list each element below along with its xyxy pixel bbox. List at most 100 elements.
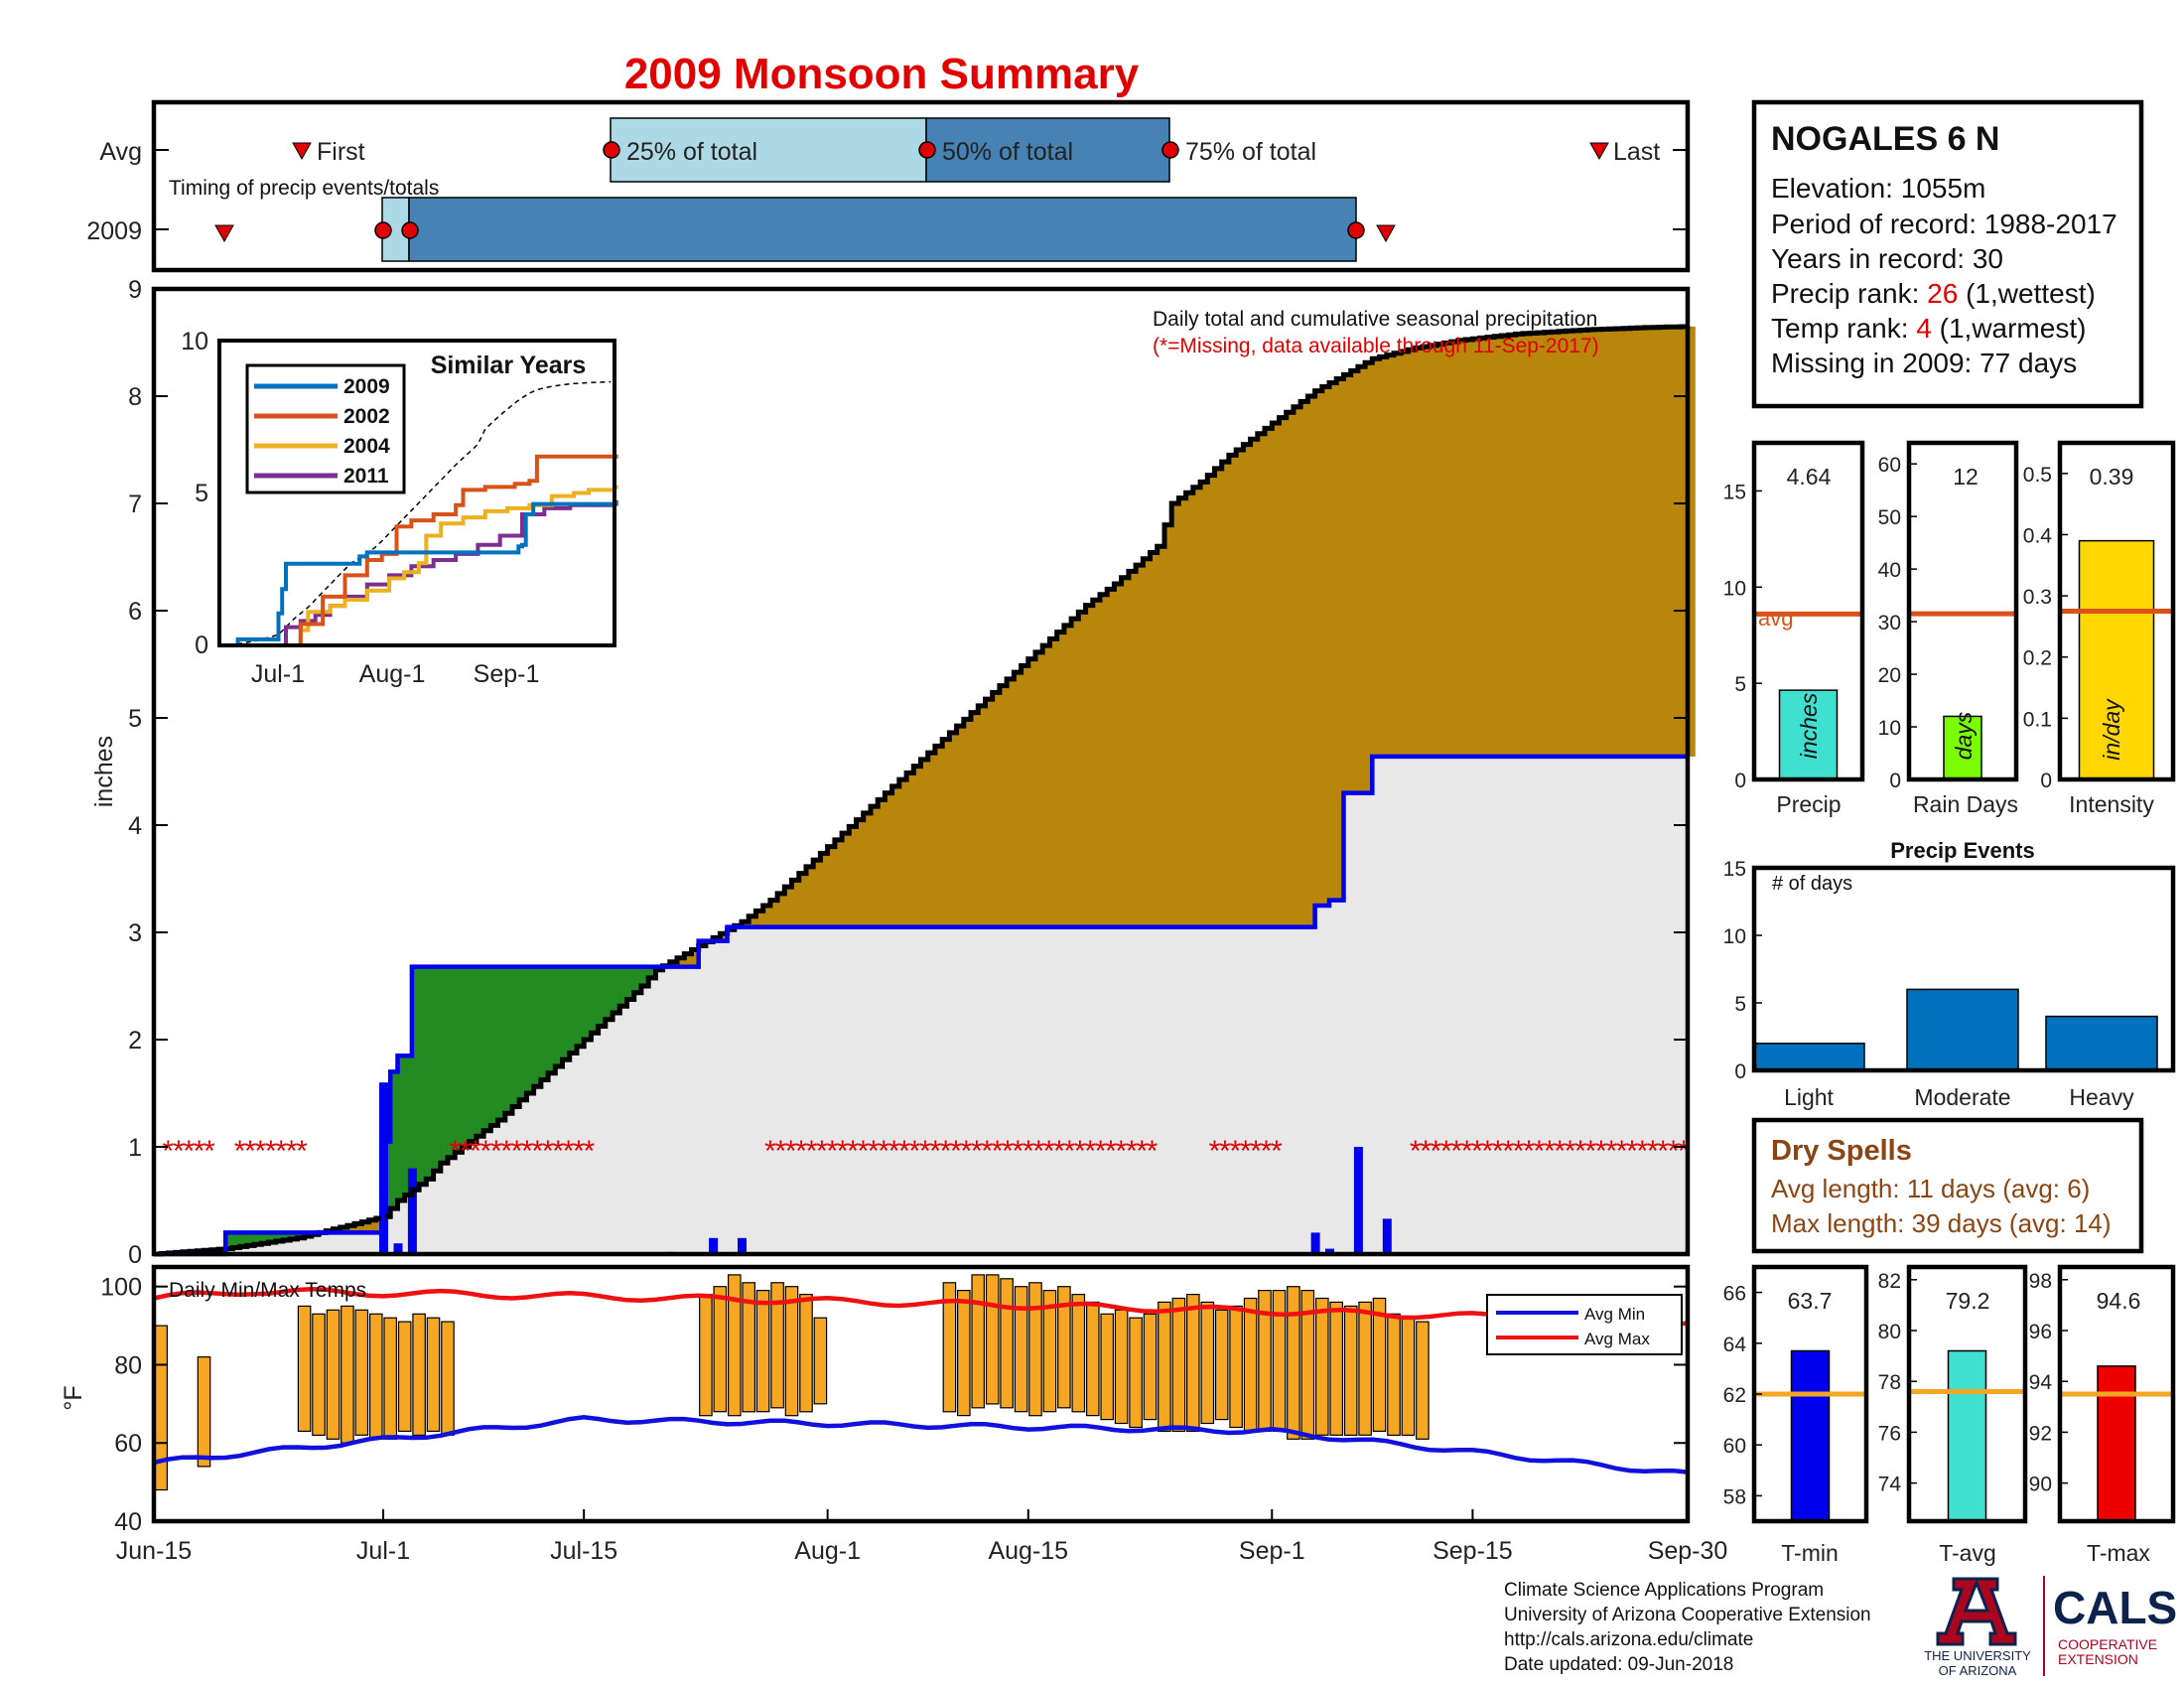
missing-day-asterisk: * bbox=[1095, 1135, 1107, 1168]
missing-day-asterisk: * bbox=[563, 1135, 575, 1168]
missing-day-asterisk: * bbox=[521, 1135, 533, 1168]
deficit-fill bbox=[368, 1219, 377, 1233]
deficit-fill bbox=[1336, 378, 1344, 901]
deficit-fill bbox=[1100, 594, 1108, 927]
missing-day-asterisk: * bbox=[785, 1135, 797, 1168]
deficit-fill bbox=[863, 812, 872, 927]
temp-range-bar bbox=[1085, 1301, 1100, 1417]
temp-range-bar bbox=[1042, 1289, 1057, 1413]
deficit-fill bbox=[963, 719, 972, 927]
deficit-fill bbox=[1608, 329, 1617, 757]
mini-tick-label: 10 bbox=[1878, 717, 1901, 740]
precip-events-axes bbox=[1751, 865, 2176, 1073]
main-ytick-label: 8 bbox=[128, 383, 142, 411]
station-period: Period of record: 1988-2017 bbox=[1771, 209, 2117, 239]
missing-day-asterisk: * bbox=[1043, 1135, 1055, 1168]
missing-day-asterisk: * bbox=[1565, 1135, 1576, 1168]
deficit-fill bbox=[1522, 333, 1531, 757]
last-marker bbox=[1589, 142, 1609, 161]
temp-value-bar bbox=[2097, 1365, 2136, 1522]
daily-precip-bar bbox=[407, 1168, 417, 1254]
precip-avg-label: avg bbox=[1758, 606, 1793, 631]
tavg-label: T-avg bbox=[1939, 1540, 1996, 1566]
deficit-fill bbox=[1250, 439, 1259, 927]
deficit-fill bbox=[1185, 492, 1194, 927]
mini-panel-axes bbox=[1751, 440, 1865, 782]
missing-day-asterisk: * bbox=[1534, 1135, 1546, 1168]
missing-day-asterisk: * bbox=[194, 1135, 205, 1168]
missing-day-asterisk: * bbox=[1574, 1135, 1586, 1168]
date-tick-label: Aug-15 bbox=[988, 1537, 1068, 1565]
missing-day-asterisk: * bbox=[265, 1135, 277, 1168]
deficit-fill bbox=[1401, 352, 1409, 757]
daily-precip-bar bbox=[1325, 1248, 1334, 1254]
date-tick-label: Jun-15 bbox=[116, 1537, 192, 1565]
deficit-fill bbox=[1688, 326, 1696, 757]
mini-tick-label: 0.5 bbox=[2023, 464, 2052, 487]
events-tick-label: 10 bbox=[1723, 925, 1746, 948]
surplus-fill bbox=[512, 966, 520, 1107]
footer: Climate Science Applications Program Uni… bbox=[1504, 1576, 2177, 1678]
surplus-fill bbox=[640, 966, 649, 986]
temp-tick-label: 98 bbox=[2029, 1270, 2052, 1293]
deficit-fill bbox=[1207, 475, 1216, 927]
deficit-fill bbox=[1357, 366, 1366, 793]
missing-day-asterisk: * bbox=[940, 1135, 952, 1168]
temp-range-bar bbox=[154, 1325, 168, 1491]
temp-range-bar bbox=[354, 1309, 369, 1436]
temp-range-bar bbox=[1243, 1297, 1258, 1432]
surplus-fill bbox=[448, 966, 456, 1158]
deficit-fill bbox=[1178, 497, 1187, 927]
temp-tick-label: 78 bbox=[1878, 1371, 1901, 1394]
deficit-fill bbox=[820, 853, 829, 927]
temp-tick-label: 66 bbox=[1723, 1283, 1746, 1306]
deficit-fill bbox=[834, 839, 843, 927]
missing-day-asterisk: * bbox=[1147, 1135, 1159, 1168]
deficit-fill bbox=[1630, 328, 1638, 757]
temp-range-bar bbox=[1000, 1278, 1014, 1409]
legend-text-2009: 2009 bbox=[343, 375, 390, 398]
dry-spells-max: Max length: 39 days (avg: 14) bbox=[1771, 1208, 2112, 1238]
surplus-fill bbox=[261, 1232, 270, 1244]
deficit-fill bbox=[1143, 558, 1152, 927]
deficit-fill bbox=[691, 949, 700, 967]
temp-panel-axes bbox=[2057, 1264, 2176, 1524]
precip-event-bar bbox=[1906, 988, 2019, 1071]
mini-tick-label: 0.2 bbox=[2023, 647, 2052, 670]
missing-day-asterisk: * bbox=[1126, 1135, 1138, 1168]
inset-xtick-jul1: Jul-1 bbox=[251, 660, 305, 688]
missing-day-asterisk: * bbox=[1440, 1135, 1452, 1168]
precip-events-panel: Precip Events Light Moderate Heavy 0 5 10 15 #… bbox=[1723, 838, 2176, 1110]
deficit-fill bbox=[1544, 332, 1553, 757]
deficit-fill bbox=[871, 806, 879, 927]
temp-range-bar bbox=[755, 1289, 770, 1413]
missing-day-asterisk: * bbox=[981, 1135, 993, 1168]
deficit-fill bbox=[777, 893, 785, 927]
missing-day-asterisk: * bbox=[460, 1135, 472, 1168]
surplus-fill bbox=[619, 966, 628, 1007]
missing-day-asterisk: * bbox=[1585, 1135, 1597, 1168]
precip-event-bar bbox=[1752, 1043, 1865, 1071]
deficit-fill bbox=[1200, 482, 1208, 927]
deficit-fill bbox=[1071, 619, 1079, 927]
temp-range-bar bbox=[1185, 1293, 1200, 1432]
mini-tick-label: 15 bbox=[1723, 481, 1746, 503]
deficit-fill bbox=[1436, 344, 1445, 757]
missing-day-asterisk: * bbox=[204, 1135, 215, 1168]
missing-day-asterisk: * bbox=[1450, 1135, 1462, 1168]
mini-tick-label: 40 bbox=[1878, 559, 1901, 582]
temp-range-bar bbox=[1272, 1289, 1287, 1432]
deficit-fill bbox=[885, 792, 893, 927]
deficit-fill bbox=[1221, 462, 1230, 927]
surplus-fill bbox=[268, 1232, 277, 1243]
temp-range-bar bbox=[1314, 1297, 1329, 1436]
missing-day-asterisk: * bbox=[837, 1135, 849, 1168]
tmax-label: T-max bbox=[2087, 1540, 2150, 1566]
timing-2009-dark-box bbox=[408, 197, 1357, 262]
temp-tick-label: 96 bbox=[2029, 1321, 2052, 1343]
missing-day-asterisk: * bbox=[1229, 1135, 1241, 1168]
station-name: NOGALES 6 N bbox=[1771, 120, 1999, 158]
inset-axes bbox=[217, 339, 616, 647]
temp-range-bar bbox=[1200, 1301, 1215, 1425]
timing-caption: Timing of precip events/totals bbox=[169, 177, 439, 200]
